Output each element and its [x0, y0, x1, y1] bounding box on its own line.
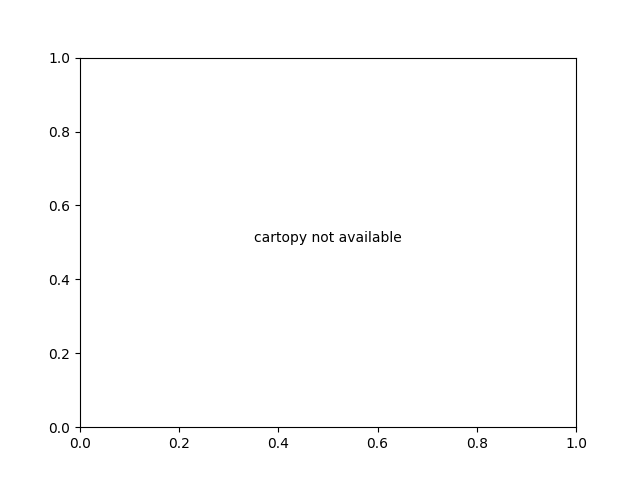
- Text: cartopy not available: cartopy not available: [254, 231, 402, 245]
